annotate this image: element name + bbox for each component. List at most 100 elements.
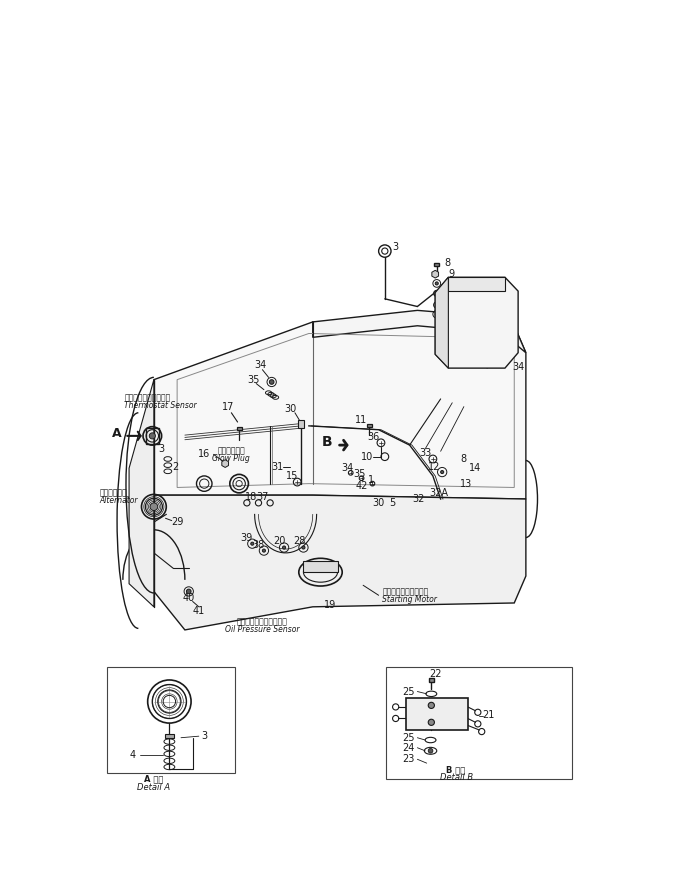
Circle shape xyxy=(452,309,460,316)
Text: 5: 5 xyxy=(390,498,396,508)
Polygon shape xyxy=(432,270,439,278)
Text: 28: 28 xyxy=(293,536,306,547)
Text: 41: 41 xyxy=(192,606,205,616)
Text: 20: 20 xyxy=(273,536,285,547)
Text: Starting Motor: Starting Motor xyxy=(382,595,437,603)
Text: 15: 15 xyxy=(285,471,298,481)
Text: サーモスタットセンサ: サーモスタットセンサ xyxy=(125,392,171,402)
Text: 34: 34 xyxy=(254,360,267,370)
Circle shape xyxy=(435,313,438,315)
Bar xyxy=(298,421,304,428)
Text: 32: 32 xyxy=(413,494,425,504)
Text: 30: 30 xyxy=(284,404,296,414)
Text: 31: 31 xyxy=(272,462,284,471)
Text: A 詳細: A 詳細 xyxy=(144,774,164,784)
Text: 27: 27 xyxy=(507,309,519,319)
Polygon shape xyxy=(129,380,154,607)
Text: 30: 30 xyxy=(372,498,385,508)
Text: 4: 4 xyxy=(129,750,135,760)
Text: 32A: 32A xyxy=(429,488,449,498)
Text: バッテリ: バッテリ xyxy=(468,333,488,342)
Text: オイルプレッシャセンサ: オイルプレッシャセンサ xyxy=(237,618,288,626)
Text: 22: 22 xyxy=(429,669,441,679)
Text: 9: 9 xyxy=(448,269,454,279)
Text: 38: 38 xyxy=(252,540,264,550)
Text: 35: 35 xyxy=(499,330,511,341)
Text: グロープラグ: グロープラグ xyxy=(217,446,245,455)
Text: 1: 1 xyxy=(368,475,374,485)
Circle shape xyxy=(262,549,265,552)
Text: 12: 12 xyxy=(428,462,441,471)
Text: Glow Plug: Glow Plug xyxy=(213,454,250,462)
Circle shape xyxy=(468,309,476,316)
Polygon shape xyxy=(154,495,526,630)
Text: 24: 24 xyxy=(402,742,415,753)
Text: 17: 17 xyxy=(222,401,234,412)
Text: B: B xyxy=(322,435,332,449)
Text: Oil Pressure Sensor: Oil Pressure Sensor xyxy=(225,626,299,634)
Text: 2: 2 xyxy=(172,462,179,471)
Text: 34: 34 xyxy=(341,463,354,473)
Bar xyxy=(165,734,174,738)
Text: 26: 26 xyxy=(507,300,519,310)
Text: Detail B: Detail B xyxy=(439,773,472,782)
Text: 35: 35 xyxy=(353,469,365,478)
Circle shape xyxy=(283,546,285,549)
Text: Battery: Battery xyxy=(462,340,493,349)
Text: 18: 18 xyxy=(244,493,257,502)
Text: 10: 10 xyxy=(361,452,373,462)
Polygon shape xyxy=(313,310,526,353)
Circle shape xyxy=(428,749,433,753)
Bar xyxy=(108,667,236,773)
Text: Thermostat Sensor: Thermostat Sensor xyxy=(125,400,197,409)
Text: 36: 36 xyxy=(367,432,380,442)
Text: A: A xyxy=(112,427,121,440)
Text: 6: 6 xyxy=(448,289,454,299)
Text: オルタネータ: オルタネータ xyxy=(100,488,127,497)
Text: 26: 26 xyxy=(507,338,519,348)
Bar xyxy=(304,561,339,572)
Bar xyxy=(435,262,439,266)
Circle shape xyxy=(428,719,435,726)
Text: 16: 16 xyxy=(199,449,211,459)
Circle shape xyxy=(149,432,155,439)
Text: 39: 39 xyxy=(241,532,253,542)
Bar xyxy=(386,667,572,779)
Polygon shape xyxy=(435,277,518,368)
Text: 3: 3 xyxy=(201,731,207,742)
Text: 14: 14 xyxy=(469,463,482,473)
Text: 42: 42 xyxy=(355,481,367,491)
Circle shape xyxy=(186,589,191,594)
Bar xyxy=(367,424,371,427)
Circle shape xyxy=(269,380,274,385)
Text: Alternator: Alternator xyxy=(100,496,138,505)
Text: 11: 11 xyxy=(355,416,367,425)
Circle shape xyxy=(435,282,438,285)
Circle shape xyxy=(433,291,440,297)
Bar xyxy=(429,679,435,681)
Bar xyxy=(237,427,242,430)
Text: 8: 8 xyxy=(461,454,467,464)
Text: 37: 37 xyxy=(256,493,269,502)
Polygon shape xyxy=(435,277,448,368)
Text: 25: 25 xyxy=(402,733,415,742)
Text: スターティングモータ: スターティングモータ xyxy=(382,587,429,596)
Text: 7: 7 xyxy=(447,300,453,310)
Circle shape xyxy=(492,313,495,315)
Text: 35: 35 xyxy=(247,375,259,385)
Bar xyxy=(406,697,468,730)
Text: 8: 8 xyxy=(444,258,451,268)
Text: 23: 23 xyxy=(402,754,415,765)
Text: 34: 34 xyxy=(512,361,524,371)
Text: 27: 27 xyxy=(450,309,462,319)
Text: 25: 25 xyxy=(402,687,415,696)
Text: 3: 3 xyxy=(159,444,165,454)
Text: 21: 21 xyxy=(483,710,495,719)
Circle shape xyxy=(302,546,305,549)
Text: 26: 26 xyxy=(451,278,463,289)
Circle shape xyxy=(251,542,254,545)
Circle shape xyxy=(150,503,157,510)
Text: 13: 13 xyxy=(460,478,472,488)
Text: 19: 19 xyxy=(324,601,336,610)
Bar xyxy=(146,428,159,444)
